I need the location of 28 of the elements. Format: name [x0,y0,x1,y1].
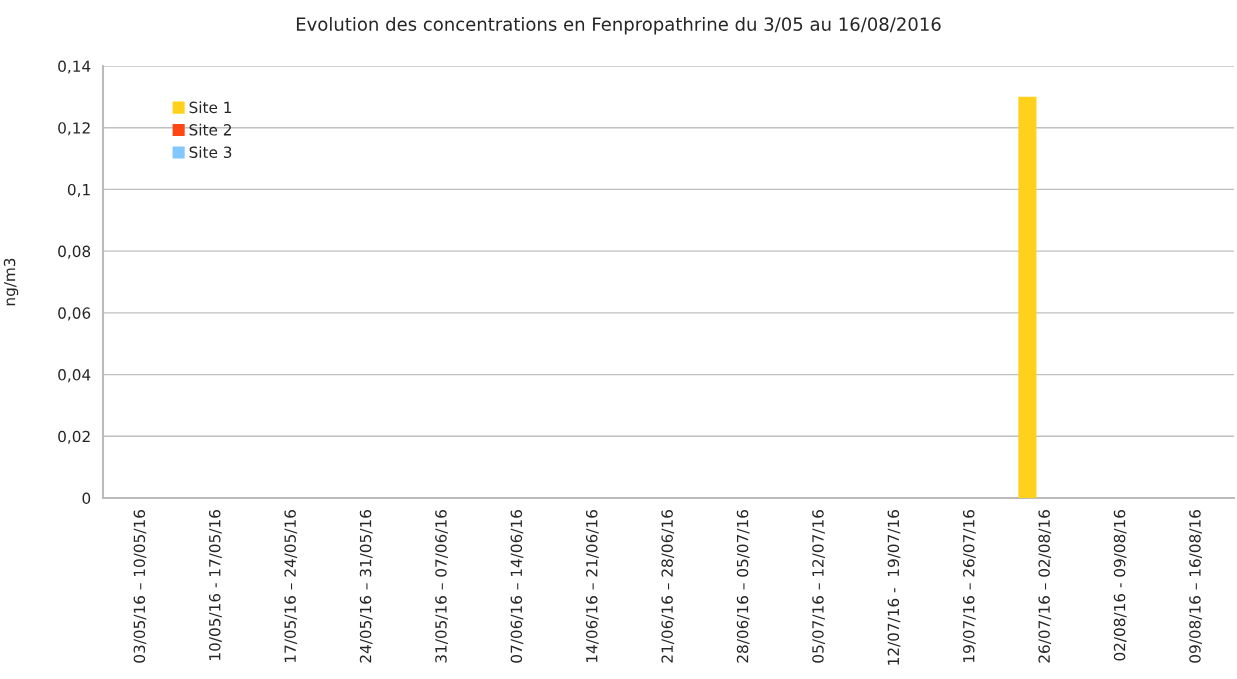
y-tick-label: 0,02 [58,430,90,444]
y-tick-label: 0,1 [67,183,90,198]
y-tick-label: 0,14 [58,60,91,74]
y-axis-title: ng/m3 [3,258,19,306]
y-tick-label: 0,06 [58,307,91,321]
y-tick-label: 0,12 [58,122,90,136]
y-tick-label: 0,04 [58,369,91,383]
legend-label: Site 1 [189,101,232,114]
x-tick-label: 07/06/16 – 14/06/16 [510,510,524,663]
x-tick-label: 10/05/16 - 17/05/16 [208,510,222,660]
y-tick-label: 0,08 [58,245,91,259]
x-tick-label: 09/08/16 – 16/08/16 [1189,510,1202,663]
x-tick-label: 14/06/16 – 21/06/16 [585,510,599,663]
x-tick-label: 19/07/16 – 26/07/16 [962,510,976,663]
x-tick-label: 17/05/16 – 24/05/16 [284,510,298,663]
legend-label: Site 3 [189,146,232,159]
x-tick-label: 12/07/16 - 19/07/16 [887,510,901,665]
x-tick-label: 05/07/16 – 12/07/16 [812,510,825,663]
chart-title: Evolution des concentrations en Fenpropathrine du 3/05 au 16/08/2016 [296,16,941,35]
legend-label: Site 2 [189,123,231,136]
x-tick-label: 03/05/16 – 10/05/16 [133,510,147,663]
x-tick-label: 02/08/16 - 09/08/16 [1113,510,1127,661]
x-tick-label: 28/06/16 – 05/07/16 [736,510,750,663]
x-tick-label: 26/07/16 – 02/08/16 [1038,510,1052,663]
x-tick-label: 21/06/16 – 28/06/16 [661,510,675,663]
x-tick-label: 24/05/16 – 31/05/16 [359,510,373,663]
x-tick-label: 31/05/16 – 07/06/16 [435,510,448,663]
y-tick-label: 0 [82,492,91,505]
